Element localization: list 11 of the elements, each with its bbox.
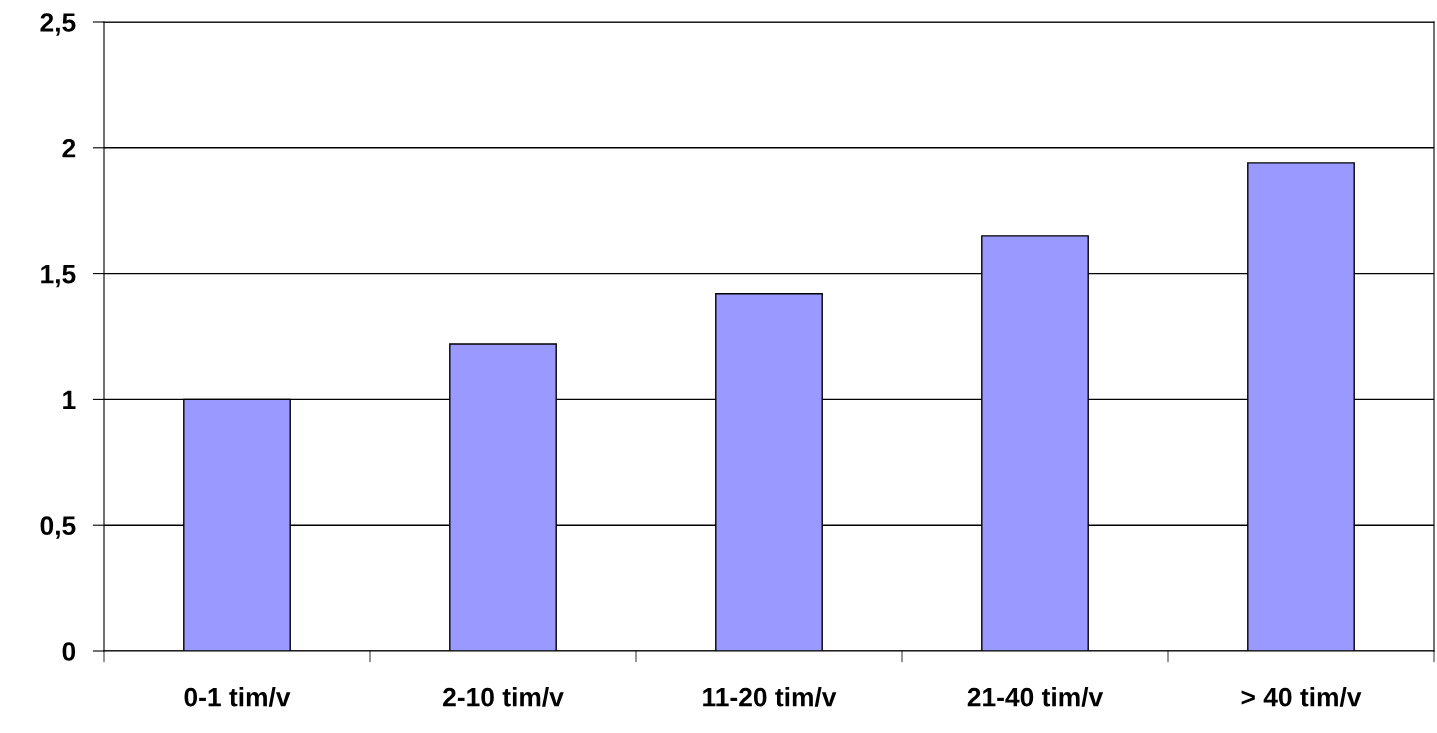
y-tick-label: 1,5 xyxy=(41,265,76,288)
y-tick-label: 1 xyxy=(63,390,76,409)
x-tick-label: 0-1 tim/v xyxy=(184,687,291,707)
x-tick-label: 11-20 tim/v xyxy=(703,687,837,707)
y-tick-label: 2,5 xyxy=(40,13,76,36)
x-tick-label: > 40 tim/v xyxy=(1241,687,1362,707)
y-tick-label: 2 xyxy=(62,138,76,158)
y-tick-label: 0 xyxy=(62,642,76,661)
x-tick-label: 21-40 tim/v xyxy=(967,687,1104,707)
y-tick-label: 0,5 xyxy=(40,516,76,539)
x-tick-label: 2-10 tim/v xyxy=(443,687,564,707)
